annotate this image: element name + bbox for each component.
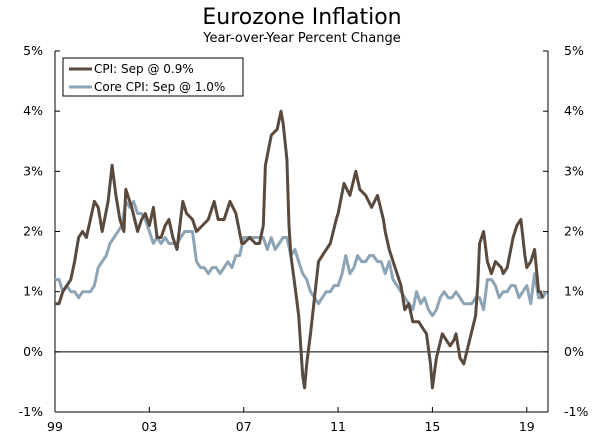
y-tick-label-left: 2% [23, 224, 43, 239]
x-tick-label: 15 [424, 419, 440, 434]
x-tick-label: 07 [236, 419, 252, 434]
legend-label-cpi: CPI: Sep @ 0.9% [94, 62, 194, 76]
y-tick-label-right: 1% [564, 284, 584, 299]
y-tick-label-right: -1% [564, 404, 588, 419]
y-tick-label-right: 5% [564, 43, 584, 58]
series-line-core-cpi [55, 199, 548, 318]
x-tick-label: 99 [47, 419, 63, 434]
y-tick-label-right: 0% [564, 344, 584, 359]
axes-group: 5% 5% 4% 4% 3% 3% 2% 2% 1% 1% 0% 0% -1% -1% 99 03 07 11 15… [19, 43, 589, 434]
legend: CPI: Sep @ 0.9% Core CPI: Sep @ 1.0% [62, 57, 244, 97]
y-tick-label-left: 3% [23, 163, 43, 178]
chart-title: Eurozone Inflation [202, 5, 401, 30]
y-tick-label-left: 4% [23, 103, 43, 118]
y-tick-label-left: 5% [23, 43, 43, 58]
y-tick-label-left: 0% [23, 344, 43, 359]
y-tick-label-left: -1% [19, 404, 43, 419]
y-tick-label-right: 2% [564, 224, 584, 239]
y-tick-label-left: 1% [23, 284, 43, 299]
chart-subtitle: Year-over-Year Percent Change [202, 31, 400, 46]
x-tick-label: 11 [330, 419, 346, 434]
series-line-cpi [55, 109, 545, 390]
y-tick-label-right: 4% [564, 103, 584, 118]
series-layer [55, 109, 548, 390]
x-tick-label: 03 [141, 419, 157, 434]
legend-label-core-cpi: Core CPI: Sep @ 1.0% [94, 80, 225, 94]
legend-box [62, 57, 244, 97]
x-tick-label: 19 [519, 419, 535, 434]
y-tick-label-right: 3% [564, 163, 584, 178]
